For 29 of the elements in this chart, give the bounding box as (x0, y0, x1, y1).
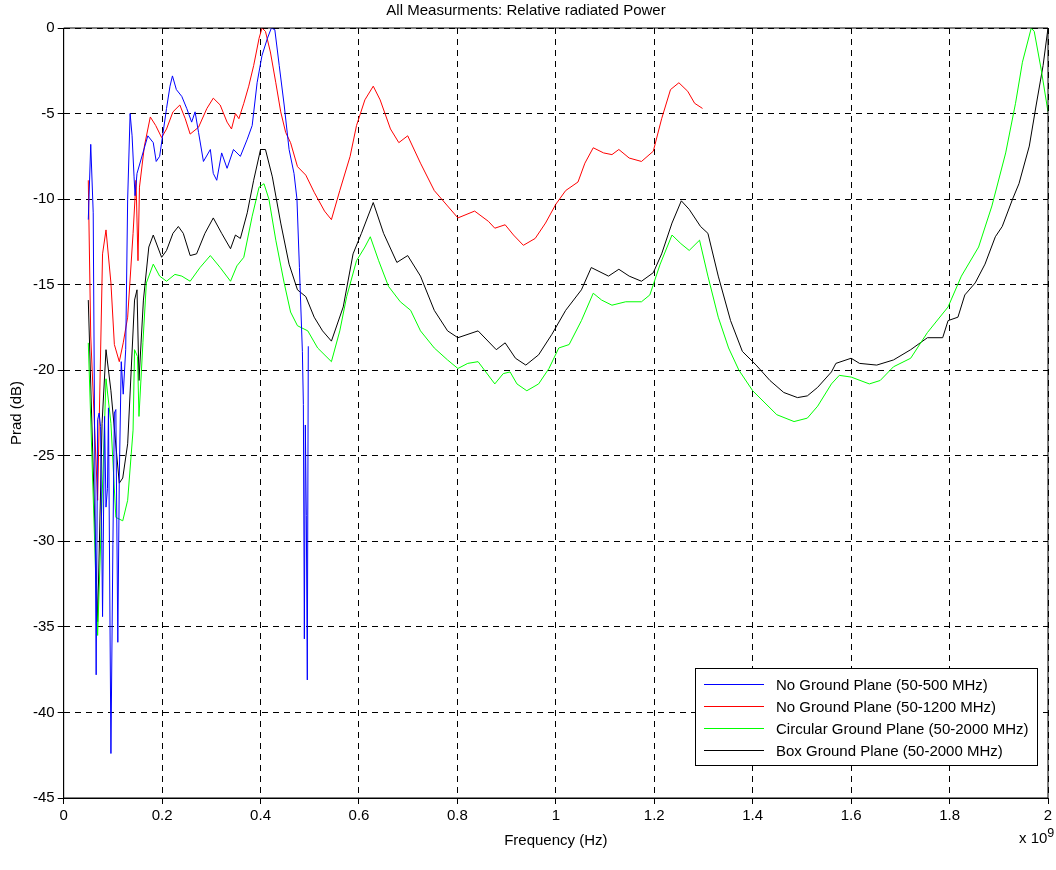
x-tick-label: 0.4 (250, 806, 271, 824)
chart-title: All Measurments: Relative radiated Power (386, 1, 666, 19)
y-tick-label: -20 (32, 360, 55, 378)
legend-label: No Ground Plane (50-1200 MHz) (776, 697, 997, 715)
y-tick-label: -45 (32, 788, 55, 806)
text: x 10$^{9}$ (1019, 826, 1055, 846)
x-axis-title: Frequency (Hz) (504, 831, 608, 849)
x-tick-label: 0 (59, 806, 68, 824)
x-tick-label: 1.4 (742, 806, 764, 824)
y-tick-label: -30 (32, 531, 55, 549)
x-tick-label: 1.6 (840, 806, 862, 824)
x-tick-label: 0.2 (151, 806, 173, 824)
y-tick-label: -15 (32, 274, 55, 292)
y-tick-label: -40 (32, 702, 55, 720)
x-tick-label: 1.8 (939, 806, 960, 824)
y-tick-label: -35 (32, 617, 55, 635)
y-tick-label: -25 (32, 445, 55, 463)
legend-label: No Ground Plane (50-500 MHz) (776, 675, 988, 693)
y-tick-label: 0 (46, 18, 55, 36)
x-tick-label: 1.2 (643, 806, 665, 824)
legend-label: Box Ground Plane (50-2000 MHz) (776, 741, 1003, 759)
y-axis-title: Prad (dB) (7, 380, 25, 446)
x-tick-label: 0.8 (446, 806, 468, 824)
legend-label: Circular Ground Plane (50-2000 MHz) (776, 719, 1029, 737)
x-tick-label: 0.6 (348, 806, 370, 824)
x-tick-label: 2 (1043, 806, 1053, 824)
y-tick-label: -10 (32, 189, 55, 207)
x-tick-label: 1 (551, 806, 561, 824)
y-tick-label: -5 (41, 103, 55, 121)
